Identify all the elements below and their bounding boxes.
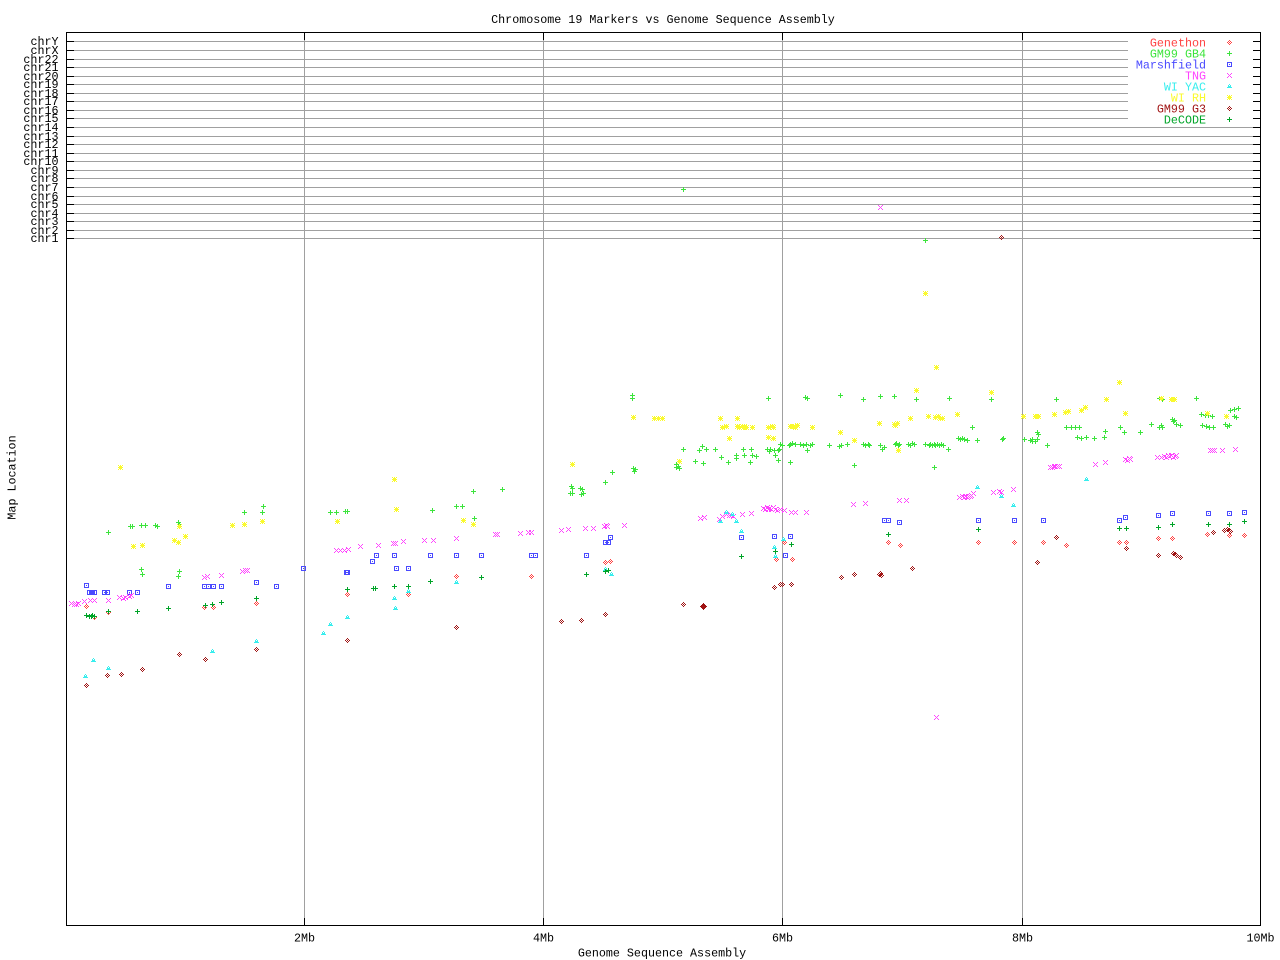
- svg-text:chr19: chr19: [23, 78, 58, 92]
- svg-text:chr17: chr17: [23, 95, 58, 109]
- svg-text:chr5: chr5: [30, 198, 58, 212]
- svg-text:chr4: chr4: [30, 207, 58, 221]
- svg-text:chr3: chr3: [30, 215, 58, 229]
- svg-text:Genethon: Genethon: [1150, 37, 1206, 51]
- svg-text:Marshfield: Marshfield: [1136, 59, 1206, 73]
- svg-text:8Mb: 8Mb: [1012, 932, 1033, 946]
- svg-text:WI YAC: WI YAC: [1164, 81, 1206, 95]
- svg-text:chr12: chr12: [23, 138, 58, 152]
- svg-text:chr22: chr22: [23, 53, 58, 67]
- svg-text:chrY: chrY: [30, 35, 58, 49]
- svg-text:Chromosome 19 Markers vs Genom: Chromosome 19 Markers vs Genome Sequence…: [491, 13, 835, 27]
- svg-text:GM99 GB4: GM99 GB4: [1150, 48, 1206, 62]
- svg-text:chr13: chr13: [23, 130, 58, 144]
- svg-text:Map Location: Map Location: [6, 435, 20, 519]
- svg-text:chr20: chr20: [23, 70, 58, 84]
- svg-text:chr18: chr18: [23, 87, 58, 101]
- svg-text:chr15: chr15: [23, 112, 58, 126]
- svg-text:10Mb: 10Mb: [1246, 932, 1274, 946]
- svg-text:chr16: chr16: [23, 104, 58, 118]
- svg-text:chr9: chr9: [30, 164, 58, 178]
- svg-text:chr21: chr21: [23, 61, 58, 75]
- svg-text:chr10: chr10: [23, 155, 58, 169]
- svg-text:chr6: chr6: [30, 190, 58, 204]
- svg-text:chr11: chr11: [23, 147, 58, 161]
- svg-text:4Mb: 4Mb: [533, 932, 554, 946]
- svg-text:DeCODE: DeCODE: [1164, 114, 1206, 128]
- svg-text:chr8: chr8: [30, 172, 58, 186]
- svg-text:chr1: chr1: [30, 232, 58, 246]
- svg-text:chrX: chrX: [30, 44, 58, 58]
- svg-text:chr7: chr7: [30, 181, 58, 195]
- svg-text:6Mb: 6Mb: [772, 932, 793, 946]
- svg-text:chr2: chr2: [30, 224, 58, 238]
- svg-text:2Mb: 2Mb: [294, 932, 315, 946]
- svg-text:chr14: chr14: [23, 121, 58, 135]
- svg-text:Genome Sequence Assembly: Genome Sequence Assembly: [578, 947, 746, 960]
- svg-text:WI RH: WI RH: [1171, 92, 1206, 106]
- svg-text:GM99 G3: GM99 G3: [1157, 103, 1206, 117]
- svg-text:TNG: TNG: [1185, 70, 1206, 84]
